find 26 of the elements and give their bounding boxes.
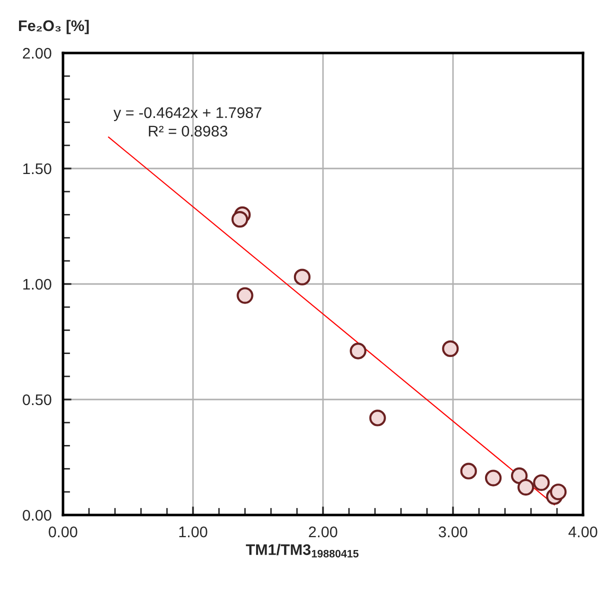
point (350, 342, 366, 360)
x-tick-label: 1.00 (179, 526, 208, 538)
point (533, 474, 550, 491)
y-tick-label: 1.00 (23, 278, 52, 290)
x-tick-label: 4.00 (568, 526, 598, 538)
annotation: y = -0.4642x + 1.7987 (114, 107, 262, 122)
point (517, 478, 534, 496)
y-tick-label: 0.00 (22, 510, 52, 521)
point (442, 340, 459, 358)
point (231, 210, 248, 228)
point (460, 462, 477, 480)
x-tick-label: 2.00 (308, 526, 338, 538)
point (550, 484, 567, 500)
point (369, 410, 386, 426)
point (294, 268, 311, 286)
y-tick-label: 1.50 (23, 163, 52, 174)
y-tick-label: 0.50 (22, 394, 52, 406)
point (510, 467, 528, 484)
x-tick-label: 3.00 (438, 526, 468, 538)
y-axis-title: Fe₂O₃ [%] (19, 20, 89, 34)
point (484, 470, 502, 486)
y-tick-label: 2.00 (22, 48, 52, 59)
annotation: R² = 0.8983 (148, 126, 228, 137)
x-tick-label: 0.00 (48, 526, 78, 538)
x-axis-title: TM1/TM3$_{19880415}$ (246, 544, 359, 558)
point (236, 287, 254, 304)
